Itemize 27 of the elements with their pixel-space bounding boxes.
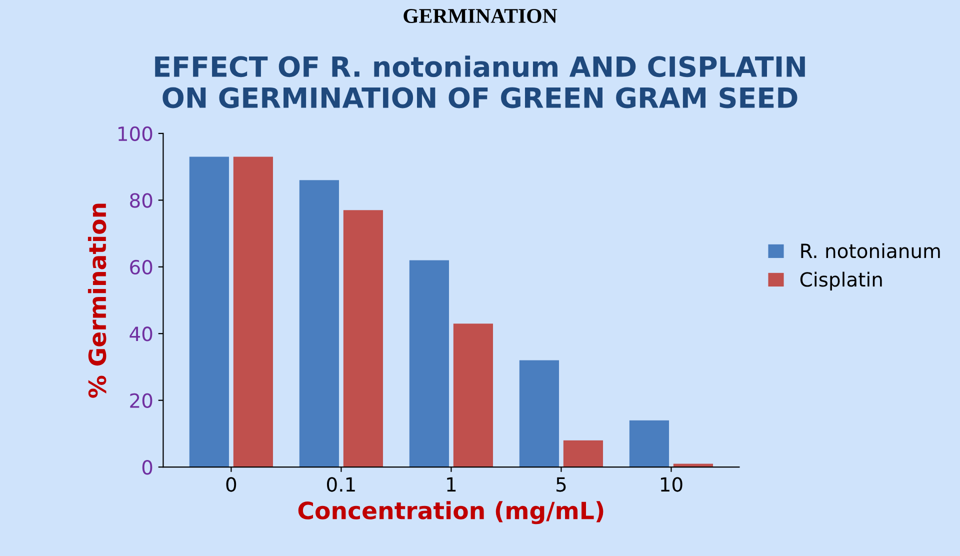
- y-tick-label: 40: [130, 326, 152, 342]
- y-tick-label: 80: [130, 193, 152, 208]
- x-tick-label: 0: [226, 477, 236, 492]
- bar: [453, 324, 494, 468]
- bar: [629, 420, 670, 468]
- legend-label: R. notonianum: [801, 243, 940, 258]
- y-tick-label: 20: [130, 393, 152, 408]
- y-axis-title: % Germination: [88, 204, 106, 398]
- x-tick-label: 5: [556, 477, 566, 492]
- bar: [563, 440, 604, 468]
- x-tick-label: 10: [660, 477, 682, 492]
- bar: [409, 260, 449, 468]
- y-tick-label: 100: [118, 126, 152, 142]
- bar: [189, 156, 229, 468]
- bar: [343, 210, 383, 468]
- bar: [233, 156, 273, 468]
- chart-title: EFFECT OF R. notonianum AND CISPLATIN ON GERMINATION OF GREEN GRAM SEED: [155, 56, 805, 108]
- y-tick-label: 0: [142, 460, 152, 475]
- text: GERMINATION: [404, 9, 558, 23]
- legend-label: Cisplatin: [800, 272, 882, 291]
- x-tick-label: 1: [447, 477, 456, 492]
- bar: [673, 464, 714, 468]
- bar: [299, 180, 339, 468]
- y-tick-label: 60: [130, 260, 152, 275]
- bar: [519, 360, 560, 468]
- x-axis-title: Concentration (mg/mL): [298, 501, 604, 524]
- x-tick-label: 0.1: [327, 477, 355, 492]
